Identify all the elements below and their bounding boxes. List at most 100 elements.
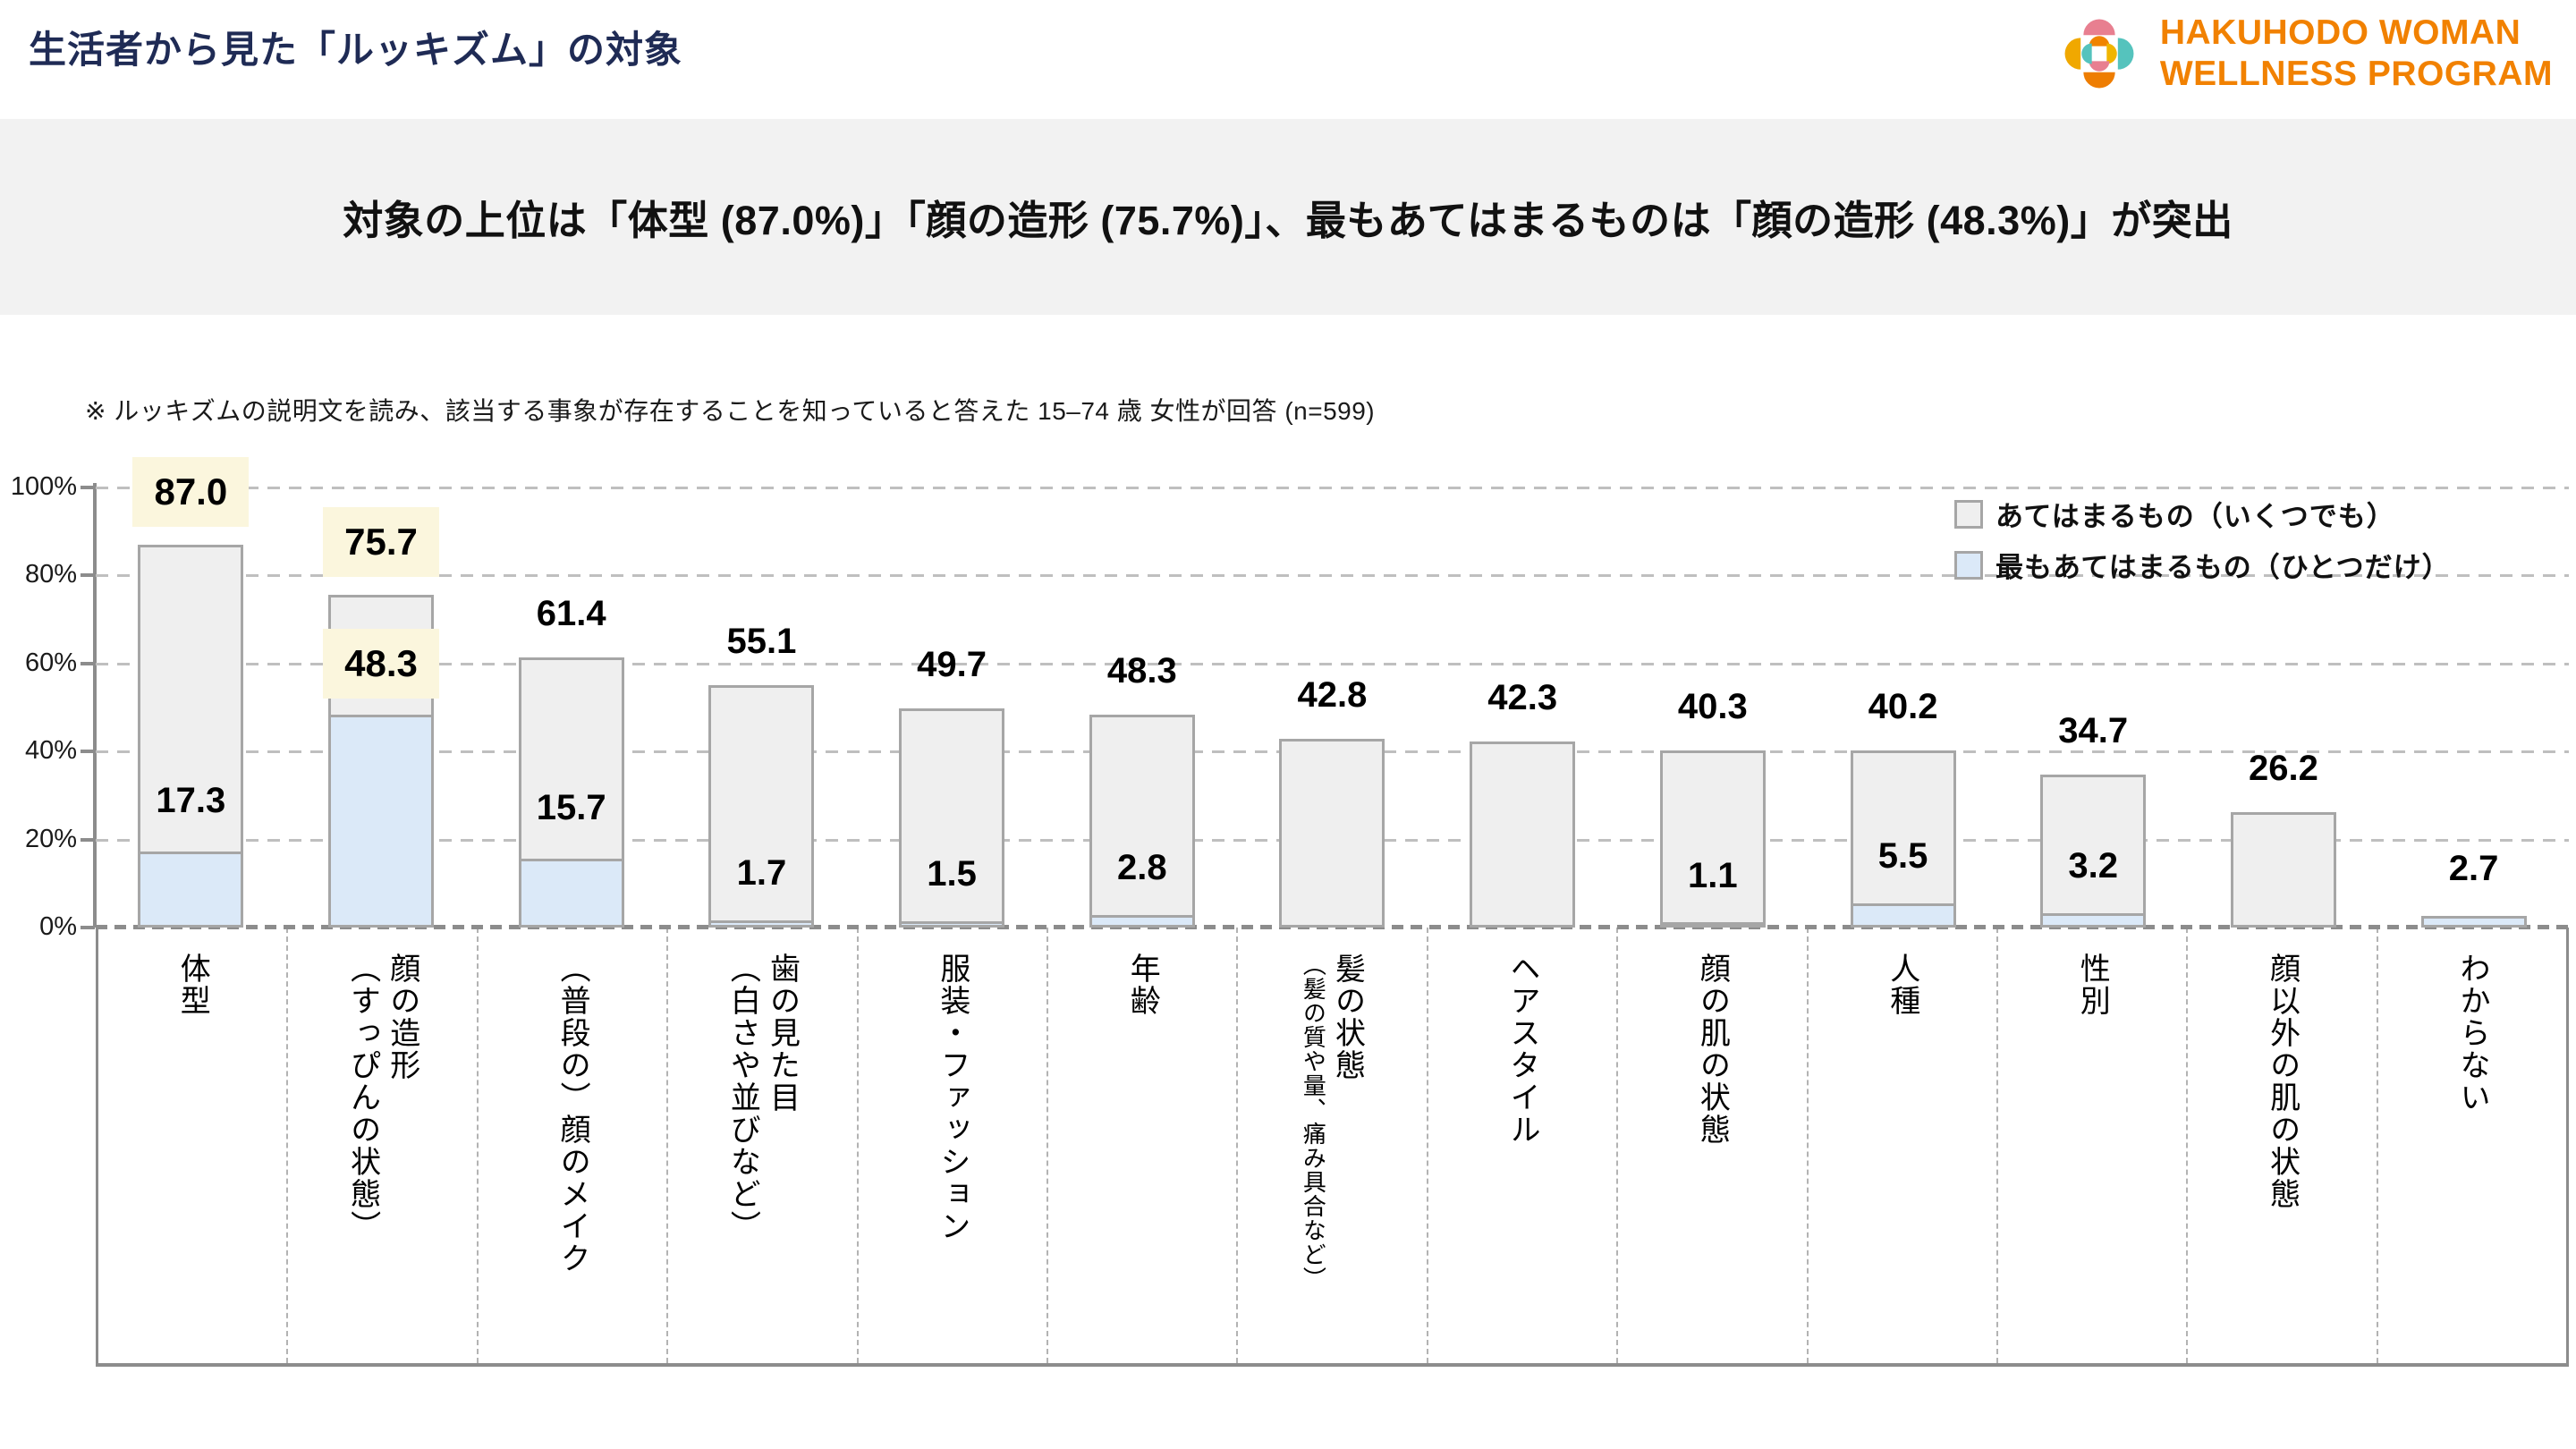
bar-group: 75.7 48.3	[286, 487, 477, 928]
y-axis-label: 40%	[24, 736, 77, 766]
bar-top	[1850, 902, 1956, 928]
category-cell: ヘアスタイル	[1426, 928, 1616, 1363]
plot-columns: 87.0 17.3 75.7 48.3 61.4 15.7 55.1 1.7 49.7 1.5 48…	[96, 456, 2569, 928]
value-label-all: 87.0	[132, 456, 250, 527]
legend-label: 最もあてはまるもの（ひとつだけ）	[1996, 552, 2451, 583]
value-label-top: 3.2	[2068, 846, 2119, 886]
category-label-main: 体型	[175, 953, 210, 1017]
y-axis-tick	[80, 661, 95, 665]
category-label-main: ヘアスタイル	[1505, 953, 1540, 1146]
legend-swatch	[1954, 550, 1983, 580]
category-label: 顔の肌の状態	[1692, 953, 1732, 1146]
bar-group: 49.7 1.5	[857, 487, 1047, 928]
category-label-main: 年齢	[1125, 953, 1160, 1017]
category-label: ヘアスタイル	[1503, 953, 1542, 1146]
bar-top	[328, 715, 435, 928]
y-axis-label: 100%	[10, 472, 77, 501]
category-label: 顔の造形 （すっぴんの状態）	[343, 953, 421, 1242]
legend-item: 最もあてはまるもの（ひとつだけ）	[1954, 545, 2451, 585]
value-label-all: 42.3	[1487, 677, 1558, 717]
category-cell: 顔の造形 （すっぴんの状態）	[286, 928, 476, 1363]
y-axis-label: 80%	[24, 560, 77, 589]
value-label-all: 48.3	[1106, 651, 1177, 691]
bar-top	[1659, 922, 1766, 928]
bar-group: 2.7	[2378, 487, 2569, 928]
legend-label: あてはまるもの（いくつでも）	[1996, 501, 2395, 532]
value-label-all: 61.4	[536, 593, 606, 633]
gridline-100	[96, 487, 2569, 489]
y-axis-tick	[80, 486, 95, 489]
value-label-all: 40.3	[1677, 686, 1748, 726]
value-label-top: 48.3	[323, 629, 440, 699]
category-cell: 顔以外の肌の状態	[2186, 928, 2376, 1363]
category-label: 顔以外の肌の状態	[2262, 953, 2301, 1210]
category-label-sub: （すっぴんの状態）	[345, 953, 380, 1242]
category-label-main: 歯の見た目	[765, 953, 800, 1114]
logo-text-line1: HAKUHODO WOMAN	[2159, 13, 2521, 52]
category-label-main: 性別	[2075, 953, 2110, 1017]
category-label: 年齢	[1123, 953, 1162, 1017]
bar-top	[518, 858, 624, 928]
bar-all	[2230, 812, 2336, 928]
y-axis-tick	[80, 837, 95, 842]
logo-text: HAKUHODO WOMAN WELLNESS PROGRAM	[2160, 13, 2553, 95]
logo-flower-icon	[2064, 19, 2134, 89]
y-axis-tick	[80, 573, 95, 578]
category-label-sub: （髪の質や量、痛み具合など）	[1300, 953, 1327, 1291]
value-label-all: 49.7	[917, 645, 987, 685]
category-label-main: 服装・ファッション	[935, 953, 970, 1242]
survey-note: ※ ルッキズムの説明文を読み、該当する事象が存在することを知っていると答えた 1…	[85, 397, 1376, 425]
bar-top	[2040, 913, 2147, 928]
value-label-top: 5.5	[1877, 835, 1928, 876]
category-label-main: 顔の造形	[385, 953, 419, 1081]
category-label: 服装・ファッション	[933, 953, 972, 1242]
logo-text-line2: WELLNESS PROGRAM	[2159, 55, 2553, 93]
category-label: （普段の）顔のメイク	[553, 953, 592, 1275]
bar-all	[1850, 750, 1956, 928]
category-label-sub: （白さや並びなど）	[725, 953, 760, 1242]
category-cell: 髪の状態 （髪の質や量、痛み具合など）	[1236, 928, 1426, 1363]
category-cell: 歯の見た目 （白さや並びなど）	[666, 928, 856, 1363]
gridline-60	[96, 662, 2569, 665]
bar-group: 61.4 15.7	[476, 487, 666, 928]
category-cell: 顔の肌の状態	[1616, 928, 1806, 1363]
y-axis-label: 0%	[39, 912, 77, 941]
category-cell: 性別	[1996, 928, 2186, 1363]
value-label-all: 42.8	[1297, 675, 1368, 716]
bar-all	[1089, 715, 1195, 928]
logo: HAKUHODO WOMAN WELLNESS PROGRAM	[2053, 7, 2553, 100]
legend-item: あてはまるもの（いくつでも）	[1954, 494, 2451, 534]
category-label: 体型	[173, 953, 212, 1017]
value-label-top: 15.7	[536, 787, 606, 827]
y-axis-line	[93, 483, 97, 928]
category-cell: 体型	[98, 928, 286, 1363]
category-label: 髪の状態 （髪の質や量、痛み具合など）	[1298, 953, 1368, 1291]
category-cell: 服装・ファッション	[856, 928, 1046, 1363]
category-label: 性別	[2072, 953, 2112, 1017]
headline-band: 対象の上位は「体型 (87.0%)」「顔の造形 (75.7%)」、最もあてはまる…	[0, 119, 2576, 315]
bar-group: 34.7 3.2	[1998, 487, 2189, 928]
category-label: 人種	[1883, 953, 1922, 1017]
category-cell: わからない	[2376, 928, 2566, 1363]
value-label-top: 17.3	[156, 780, 226, 820]
page-title: 生活者から見た「ルッキズム」の対象	[29, 29, 683, 71]
headline-text: 対象の上位は「体型 (87.0%)」「顔の造形 (75.7%)」、最もあてはまる…	[343, 198, 2233, 243]
bar-all	[1279, 739, 1385, 928]
category-label: 歯の見た目 （白さや並びなど）	[723, 953, 801, 1242]
y-axis-label: 20%	[24, 824, 77, 853]
bar-group: 40.3 1.1	[1618, 487, 1809, 928]
category-label-area: 体型 顔の造形 （すっぴんの状態） （普段の）顔のメイク 歯の見た目 （白さや並びなど） 服…	[96, 928, 2569, 1367]
value-label-top: 1.1	[1688, 855, 1738, 895]
value-label-top: 2.8	[1116, 848, 1167, 888]
value-label-all: 55.1	[726, 621, 797, 661]
bar-all	[899, 708, 1005, 928]
category-label-main: 顔の肌の状態	[1695, 953, 1730, 1146]
category-cell: （普段の）顔のメイク	[476, 928, 666, 1363]
bar-top	[1089, 915, 1195, 928]
category-label-main: 顔以外の肌の状態	[2265, 953, 2300, 1210]
legend-swatch	[1954, 499, 1983, 529]
value-label-all: 26.2	[2248, 749, 2318, 789]
value-label-all: 40.2	[1868, 687, 1938, 727]
category-label: わからない	[2453, 953, 2492, 1114]
bar-top	[708, 919, 815, 928]
